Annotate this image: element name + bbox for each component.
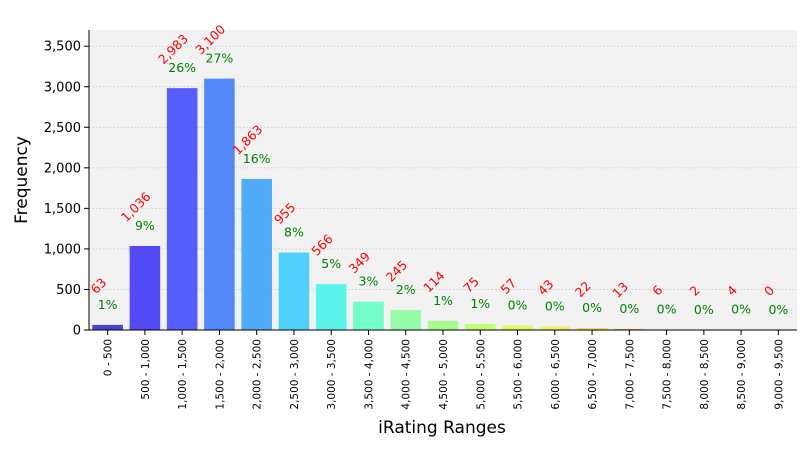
- bar: [166, 88, 198, 330]
- x-tick-label: 5,500 - 6,000: [513, 339, 525, 410]
- x-tick-label: 2,500 - 3,000: [289, 339, 301, 410]
- bar: [427, 320, 459, 330]
- bar: [502, 325, 533, 330]
- y-axis-title: Frequency: [12, 136, 32, 224]
- bar: [539, 326, 571, 330]
- x-tick-label: 0 - 500: [103, 339, 115, 376]
- bars: [92, 78, 757, 330]
- x-tick-label: 5,000 - 5,500: [475, 339, 487, 410]
- percent-label: 0%: [582, 300, 602, 315]
- percent-label: 16%: [243, 151, 271, 166]
- percent-label: 9%: [135, 218, 155, 233]
- bar: [92, 324, 123, 330]
- x-tick-label: 1,500 - 2,000: [214, 339, 226, 410]
- x-tick-label: 3,000 - 3,500: [326, 339, 338, 410]
- percent-label: 0%: [508, 297, 528, 312]
- bar: [353, 301, 384, 330]
- y-tick-label: 2,500: [44, 121, 81, 136]
- y-tick-label: 2,000: [44, 161, 81, 176]
- bar: [614, 328, 645, 330]
- bar: [129, 246, 161, 330]
- y-tick-label: 500: [56, 283, 81, 298]
- x-tick-label: 500 - 1,000: [140, 339, 152, 400]
- percent-label: 0%: [768, 302, 788, 317]
- percent-label: 2%: [396, 282, 416, 297]
- y-tick-label: 3,500: [44, 40, 81, 55]
- bar: [464, 323, 496, 330]
- x-tick-label: 7,000 - 7,500: [624, 339, 636, 410]
- x-tick-label: 2,000 - 2,500: [252, 339, 264, 410]
- percent-label: 0%: [545, 299, 565, 314]
- percent-label: 0%: [694, 302, 714, 317]
- y-tick-label: 0: [73, 324, 81, 339]
- x-axis-title: iRating Ranges: [378, 418, 506, 438]
- x-tick-label: 4,000 - 4,500: [401, 339, 413, 410]
- percent-label: 1%: [98, 297, 118, 312]
- bar: [278, 252, 310, 330]
- percent-label: 27%: [206, 51, 234, 66]
- axes: 0 500 1,000 1,500 2,000 2,500 3,000 3,500 0 - 50…: [44, 30, 797, 410]
- x-tick-label: 3,500 - 4,000: [363, 339, 375, 410]
- bar: [241, 178, 272, 330]
- x-tick-label: 7,500 - 8,000: [662, 339, 674, 410]
- bar: [204, 78, 235, 330]
- x-tick-label: 8,500 - 9,000: [736, 339, 748, 410]
- y-tick-label: 3,000: [44, 80, 81, 95]
- bar: [315, 284, 347, 330]
- y-tick-label: 1,500: [44, 202, 81, 217]
- percent-label: 0%: [731, 302, 751, 317]
- bar: [390, 310, 422, 330]
- percent-label: 1%: [470, 296, 490, 311]
- x-tick-label: 8,000 - 8,500: [699, 339, 711, 410]
- percent-label: 5%: [321, 256, 341, 271]
- x-tick-label: 6,500 - 7,000: [587, 339, 599, 410]
- percent-label: 0%: [657, 302, 677, 317]
- y-tick-label: 1,000: [44, 242, 81, 257]
- percent-label: 26%: [168, 60, 196, 75]
- x-tick-label: 1,000 - 1,500: [177, 339, 189, 410]
- bar: [576, 328, 608, 330]
- x-tick-label: 4,500 - 5,000: [438, 339, 450, 410]
- x-tick-label: 6,000 - 6,500: [550, 339, 562, 410]
- percent-label: 0%: [619, 301, 639, 316]
- x-tick-label: 9,000 - 9,500: [773, 339, 785, 410]
- percent-label: 8%: [284, 225, 304, 240]
- percent-label: 1%: [433, 293, 453, 308]
- percent-label: 3%: [359, 274, 379, 289]
